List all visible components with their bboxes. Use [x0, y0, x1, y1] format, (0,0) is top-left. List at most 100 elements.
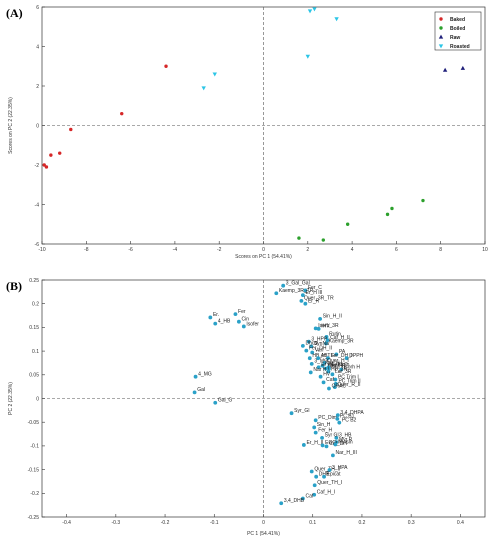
- x-tick-label: -6: [128, 247, 133, 253]
- loading-label: SynNa: [314, 341, 329, 347]
- y-tick-label: -4: [35, 202, 40, 208]
- x-tick-label: 4: [351, 247, 354, 253]
- score-point-roasted: [334, 17, 339, 22]
- loading-label: Nar_H: [328, 363, 343, 369]
- panel-a-legend: Baked Boiled Raw Roasted: [434, 11, 482, 51]
- loading-label: DPPH: [349, 353, 363, 359]
- panel-b-x-axis-label: PC 1 (54.41%): [247, 531, 280, 537]
- loading-point: [281, 283, 286, 288]
- loading-label: Myr R: [339, 437, 353, 443]
- panel-b: (B) -0.4 -0.3 -0.2 -0.1 0 0.1 0.2 0.3 0.4-0.25-0…: [6, 278, 486, 537]
- loading-label: Er_H_II: [306, 440, 323, 446]
- loading-label: HB_H: [312, 353, 326, 359]
- loading-point: [300, 293, 305, 298]
- x-tick-label: -0.1: [210, 520, 219, 526]
- loading-point: [327, 366, 331, 371]
- score-point-boiled: [297, 236, 301, 240]
- loading-label: Fer_C: [308, 285, 322, 291]
- loading-point: [316, 356, 321, 361]
- x-tick-label: -0.2: [161, 520, 170, 526]
- loading-point: [320, 435, 324, 440]
- panel-b-label: (B): [6, 279, 22, 293]
- x-tick-label: -0.4: [62, 520, 71, 526]
- loading-point: [334, 352, 339, 357]
- loading-point: [320, 443, 325, 448]
- x-tick-label: 10: [482, 247, 488, 253]
- loading-label: 3_HB: [339, 433, 352, 439]
- loading-point: [344, 356, 349, 361]
- loading-point: [326, 369, 331, 374]
- score-point-roasted: [212, 72, 217, 77]
- loading-label: IHV: [321, 324, 330, 330]
- loading-point: [236, 319, 241, 324]
- score-point-roasted: [305, 54, 310, 59]
- legend-marker-raw: [438, 34, 444, 39]
- loading-label: Isofer: [246, 321, 259, 327]
- loading-point: [330, 372, 335, 377]
- loading-point: [335, 416, 340, 421]
- loading-label: PC B2: [342, 417, 357, 423]
- loading-label: Fer_DH_II: [309, 345, 332, 351]
- loading-label: Fer_DH_I: [331, 353, 353, 359]
- loading-label: Gal_G: [218, 398, 233, 404]
- loading-label: Quer_TH_I: [317, 480, 342, 486]
- score-point-baked: [120, 111, 124, 116]
- panel-a-ticks: -10 -8 -6 -4 -2 0 2 4 6 8 10 -6 -4 -2 0 2 4 6: [35, 5, 488, 253]
- panel-a-y-axis-label: Scores on PC 2 (22.35%): [8, 97, 14, 154]
- loading-label: ORAC: [332, 383, 347, 389]
- loading-point: [316, 365, 321, 370]
- loading-label: Epicat: [327, 472, 342, 478]
- x-tick-label: 0.4: [457, 520, 464, 526]
- y-tick-label: 0.1: [32, 349, 39, 355]
- loading-point: [335, 413, 340, 417]
- loading-point: [313, 418, 318, 423]
- y-tick-label: -0.05: [28, 420, 40, 426]
- loading-label: DHB: [319, 472, 330, 478]
- loading-label: Dhcal: [305, 341, 318, 347]
- y-tick-label: -2: [35, 163, 40, 169]
- legend-label-baked: Baked: [450, 17, 465, 23]
- y-tick-label: 0.25: [29, 278, 39, 284]
- y-tick-label: 2: [36, 84, 39, 90]
- score-point-raw: [460, 65, 466, 70]
- loading-point: [320, 363, 325, 368]
- loading-point: [300, 496, 305, 501]
- y-tick-label: 0: [36, 123, 39, 129]
- score-point-baked: [69, 127, 73, 132]
- loading-point: [337, 420, 342, 425]
- loading-label: Nar_H I: [325, 361, 342, 367]
- score-point-baked: [164, 64, 168, 68]
- loading-label: PC_Dim: [318, 415, 337, 421]
- loading-label: Nar_H_III: [336, 450, 357, 456]
- loading-label: Kaemp_3R_TR: [279, 288, 314, 294]
- loading-point: [233, 312, 238, 317]
- legend-marker-roasted: [438, 44, 444, 49]
- x-tick-label: -2: [217, 247, 222, 253]
- loading-label: Quer_3R_TR: [304, 296, 334, 302]
- x-tick-label: -0.3: [112, 520, 121, 526]
- loading-point: [306, 339, 311, 344]
- y-tick-label: 0: [36, 396, 39, 402]
- y-tick-label: -6: [35, 242, 40, 248]
- score-point-roasted: [312, 7, 317, 12]
- loading-point: [313, 326, 318, 331]
- legend-entries: Baked Boiled Raw Roasted: [438, 17, 470, 50]
- panel-b-ticks: -0.4 -0.3 -0.2 -0.1 0 0.1 0.2 0.3 0.4 -0.25 -0.2 -0…: [28, 278, 464, 526]
- loading-label: Sin_H_II: [323, 314, 342, 320]
- loading-label: Quer_R_II: [337, 382, 360, 388]
- loading-point: [314, 474, 319, 479]
- y-tick-label: -0.25: [28, 515, 40, 521]
- loading-label: PC Trim I: [338, 374, 359, 380]
- loading-label: 3,4_DHPA: [340, 410, 364, 416]
- loading-label: Cin: [241, 317, 249, 323]
- loading-point: [332, 385, 337, 390]
- legend-label-roasted: Roasted: [450, 44, 470, 50]
- loading-point: [322, 361, 327, 365]
- loading-label: EGC: [325, 440, 336, 446]
- loading-label: 4_HB: [218, 318, 231, 324]
- x-tick-label: 6: [395, 247, 398, 253]
- panel-a-label: (A): [6, 6, 23, 20]
- loading-point: [323, 366, 328, 371]
